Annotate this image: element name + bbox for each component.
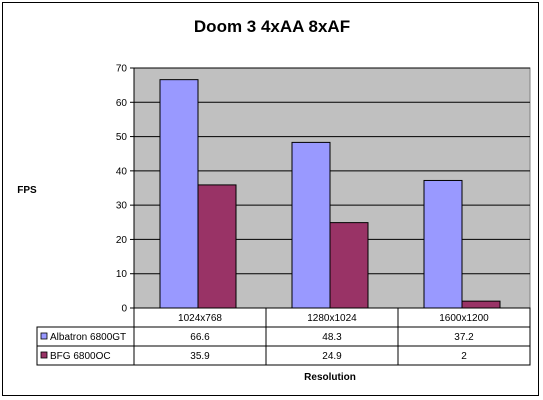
data-label: 48.3 bbox=[322, 332, 342, 343]
x-tick-label: 1280x1024 bbox=[307, 313, 357, 324]
y-tick-label: 70 bbox=[116, 64, 128, 75]
data-label: 2 bbox=[461, 351, 467, 362]
bar bbox=[329, 222, 369, 309]
chart-title: Doom 3 4xAA 8xAF bbox=[194, 17, 350, 36]
y-tick-label: 10 bbox=[116, 269, 128, 280]
data-table: 1024x768 1280x1024 1600x1200 Albatron 6800G… bbox=[36, 307, 531, 366]
data-label: 66.6 bbox=[190, 332, 210, 343]
plot-area: 0 10 20 30 40 50 60 70 bbox=[116, 64, 531, 315]
y-tick-label: 60 bbox=[116, 98, 128, 109]
bar bbox=[461, 300, 501, 309]
legend-swatch bbox=[40, 351, 48, 359]
y-tick-label: 40 bbox=[116, 166, 128, 177]
data-label: 35.9 bbox=[190, 351, 210, 362]
bar bbox=[423, 179, 463, 309]
data-label: 37.2 bbox=[454, 332, 474, 343]
bar bbox=[291, 141, 331, 309]
legend-label: BFG 6800OC bbox=[50, 351, 111, 362]
legend-swatch bbox=[40, 332, 48, 340]
bar bbox=[197, 184, 237, 309]
y-tick-label: 0 bbox=[121, 304, 127, 315]
x-axis-label: Resolution bbox=[304, 372, 356, 383]
y-tick-label: 20 bbox=[116, 235, 128, 246]
data-label: 24.9 bbox=[322, 351, 342, 362]
x-tick-label: 1600x1200 bbox=[439, 313, 489, 324]
bar bbox=[159, 79, 199, 309]
y-tick-label: 30 bbox=[116, 201, 128, 212]
x-tick-label: 1024x768 bbox=[178, 313, 222, 324]
table-body-border bbox=[133, 307, 531, 366]
y-tick-label: 50 bbox=[116, 132, 128, 143]
legend-label: Albatron 6800GT bbox=[50, 332, 126, 343]
y-axis-label: FPS bbox=[17, 185, 37, 196]
